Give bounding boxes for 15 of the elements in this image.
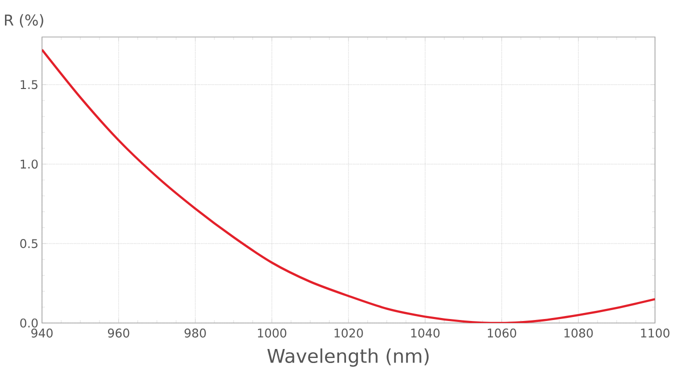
x-tick-label: 1040: [411, 328, 440, 338]
x-axis-title: Wavelength (nm): [267, 348, 429, 367]
x-tick-label: 1060: [488, 328, 516, 338]
x-tick-label: 940: [31, 328, 53, 338]
x-tick-label: 960: [108, 328, 130, 338]
x-tick-label: 1000: [258, 328, 286, 338]
y-tick-label: 1.5: [20, 80, 38, 90]
y-tick-label: 0.0: [20, 318, 38, 328]
x-tick-label: 1080: [564, 328, 593, 338]
y-tick-label: 0.5: [20, 239, 38, 248]
x-tick-label: 1100: [641, 328, 670, 338]
x-tick-label: 980: [184, 328, 206, 338]
y-axis-title: R (%): [4, 14, 44, 28]
y-tick-label: 1.0: [20, 160, 38, 169]
x-tick-label: 1020: [334, 328, 363, 338]
